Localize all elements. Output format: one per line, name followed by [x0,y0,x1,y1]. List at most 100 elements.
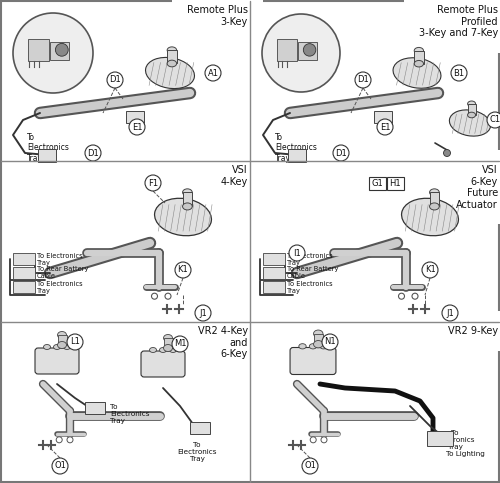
Text: N1: N1 [324,338,336,346]
Bar [263,253,285,265]
Circle shape [487,112,500,128]
Circle shape [321,437,327,443]
Bar [368,176,386,189]
Text: G1: G1 [371,179,383,187]
Text: VSI
4-Key: VSI 4-Key [221,165,248,186]
Ellipse shape [314,330,323,337]
Text: O1: O1 [54,461,66,470]
Text: VR2 4-Key
and
6-Key: VR2 4-Key and 6-Key [198,326,248,359]
FancyBboxPatch shape [290,347,336,374]
Bar [277,39,297,61]
Circle shape [172,336,188,352]
Text: B1: B1 [454,69,464,77]
Circle shape [304,43,316,56]
Text: C1: C1 [490,115,500,125]
Text: Remote Plus
Profiled
3-Key and 7-Key: Remote Plus Profiled 3-Key and 7-Key [419,5,498,38]
Bar [28,39,49,61]
Circle shape [13,13,93,93]
Bar [430,192,439,206]
Text: E1: E1 [132,123,142,131]
Ellipse shape [58,341,66,349]
Ellipse shape [299,344,306,349]
Circle shape [145,175,161,191]
Bar [13,253,35,265]
Circle shape [85,145,101,161]
Text: D1: D1 [87,148,99,157]
FancyBboxPatch shape [141,351,185,377]
Bar [13,267,35,279]
Text: J1: J1 [199,309,207,317]
Circle shape [302,458,318,474]
Bar [167,50,176,63]
Ellipse shape [320,344,327,349]
Text: A1: A1 [208,69,218,77]
Text: To
Electronics
Tray: To Electronics Tray [110,404,150,424]
Circle shape [56,437,62,443]
Text: VSI
6-Key
Future
Actuator: VSI 6-Key Future Actuator [456,165,498,210]
Circle shape [129,119,145,135]
Circle shape [289,245,305,261]
Text: J1: J1 [446,309,454,317]
Bar [298,42,316,59]
Bar [38,148,56,161]
Bar [13,281,35,293]
Ellipse shape [58,331,66,339]
Ellipse shape [414,47,424,54]
Text: To Lighting: To Lighting [446,451,484,457]
Ellipse shape [44,344,51,350]
Ellipse shape [170,347,176,353]
Text: H1: H1 [389,179,401,187]
Text: To Electronics
Tray: To Electronics Tray [287,253,333,266]
Text: VR2 9-Key: VR2 9-Key [448,326,498,336]
Bar [468,104,475,115]
Circle shape [355,72,371,88]
Bar [50,42,69,60]
Circle shape [107,72,123,88]
Circle shape [322,334,338,350]
Ellipse shape [468,101,475,107]
Circle shape [262,14,340,92]
Circle shape [67,334,83,350]
Circle shape [398,293,404,299]
Bar [182,192,192,206]
Bar [386,176,404,189]
FancyBboxPatch shape [35,348,79,374]
Bar [126,111,144,123]
Text: To
Electronics
Tray: To Electronics Tray [177,442,217,462]
Text: K1: K1 [424,266,436,274]
Circle shape [175,262,191,278]
Circle shape [56,43,68,56]
Ellipse shape [54,344,60,350]
Bar [190,422,210,434]
Text: E1: E1 [380,123,390,131]
Bar [314,334,323,344]
Ellipse shape [164,335,172,341]
Bar [263,281,285,293]
Ellipse shape [164,344,172,352]
Ellipse shape [393,58,441,88]
Ellipse shape [160,347,166,353]
Ellipse shape [430,203,439,210]
Text: L1: L1 [70,338,80,346]
Circle shape [195,305,211,321]
Circle shape [152,293,158,299]
Bar [263,267,285,279]
Text: To Electronics
Tray: To Electronics Tray [287,281,333,294]
Circle shape [67,437,73,443]
Text: D1: D1 [357,75,369,85]
Text: To Electronics
Tray: To Electronics Tray [37,281,82,294]
Bar [164,338,172,348]
Ellipse shape [167,60,176,67]
Ellipse shape [402,199,458,236]
Ellipse shape [314,341,323,348]
Text: To Rear Battery
Cable: To Rear Battery Cable [37,267,88,280]
Ellipse shape [468,112,475,118]
Circle shape [412,293,418,299]
Bar [427,430,453,445]
Bar [288,148,306,161]
Circle shape [442,305,458,321]
Text: To Rear Battery
Cable: To Rear Battery Cable [287,267,339,280]
Ellipse shape [167,47,176,54]
Circle shape [52,458,68,474]
Circle shape [165,293,171,299]
